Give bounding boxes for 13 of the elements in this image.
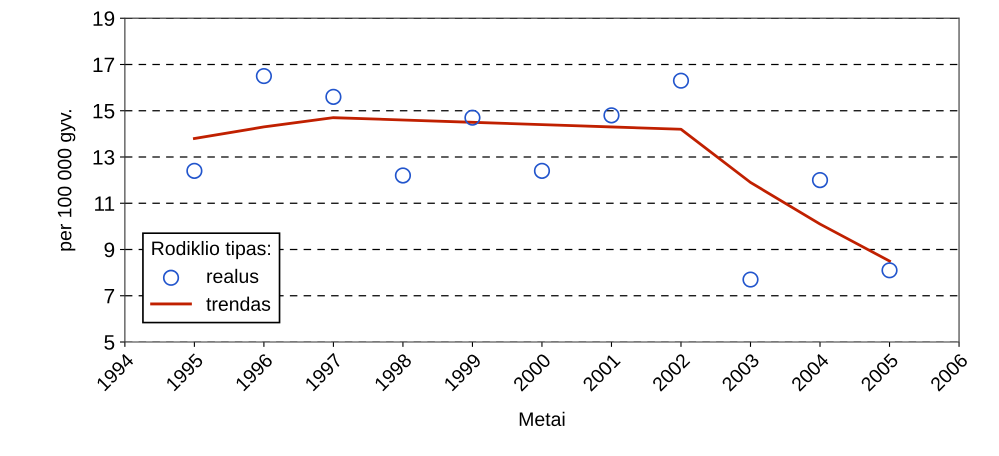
y-tick-label: 19 (94, 11, 114, 26)
y-tick-label: 5 (104, 335, 114, 350)
legend-label: realus (207, 268, 258, 284)
x-axis-title: Metai (520, 412, 564, 426)
y-axis-title: per 100 000 gyv. (58, 110, 76, 251)
y-tick-label: 15 (94, 104, 114, 118)
y-tick-label: 9 (104, 242, 114, 258)
legend-label: trendas (206, 296, 270, 311)
y-tick-label: 7 (104, 288, 114, 304)
y-tick-label: 17 (94, 58, 114, 72)
y-tick-label: 13 (94, 150, 114, 165)
y-tick-label: 11 (95, 196, 114, 211)
legend-title: Rodiklio tipas: (152, 240, 270, 260)
